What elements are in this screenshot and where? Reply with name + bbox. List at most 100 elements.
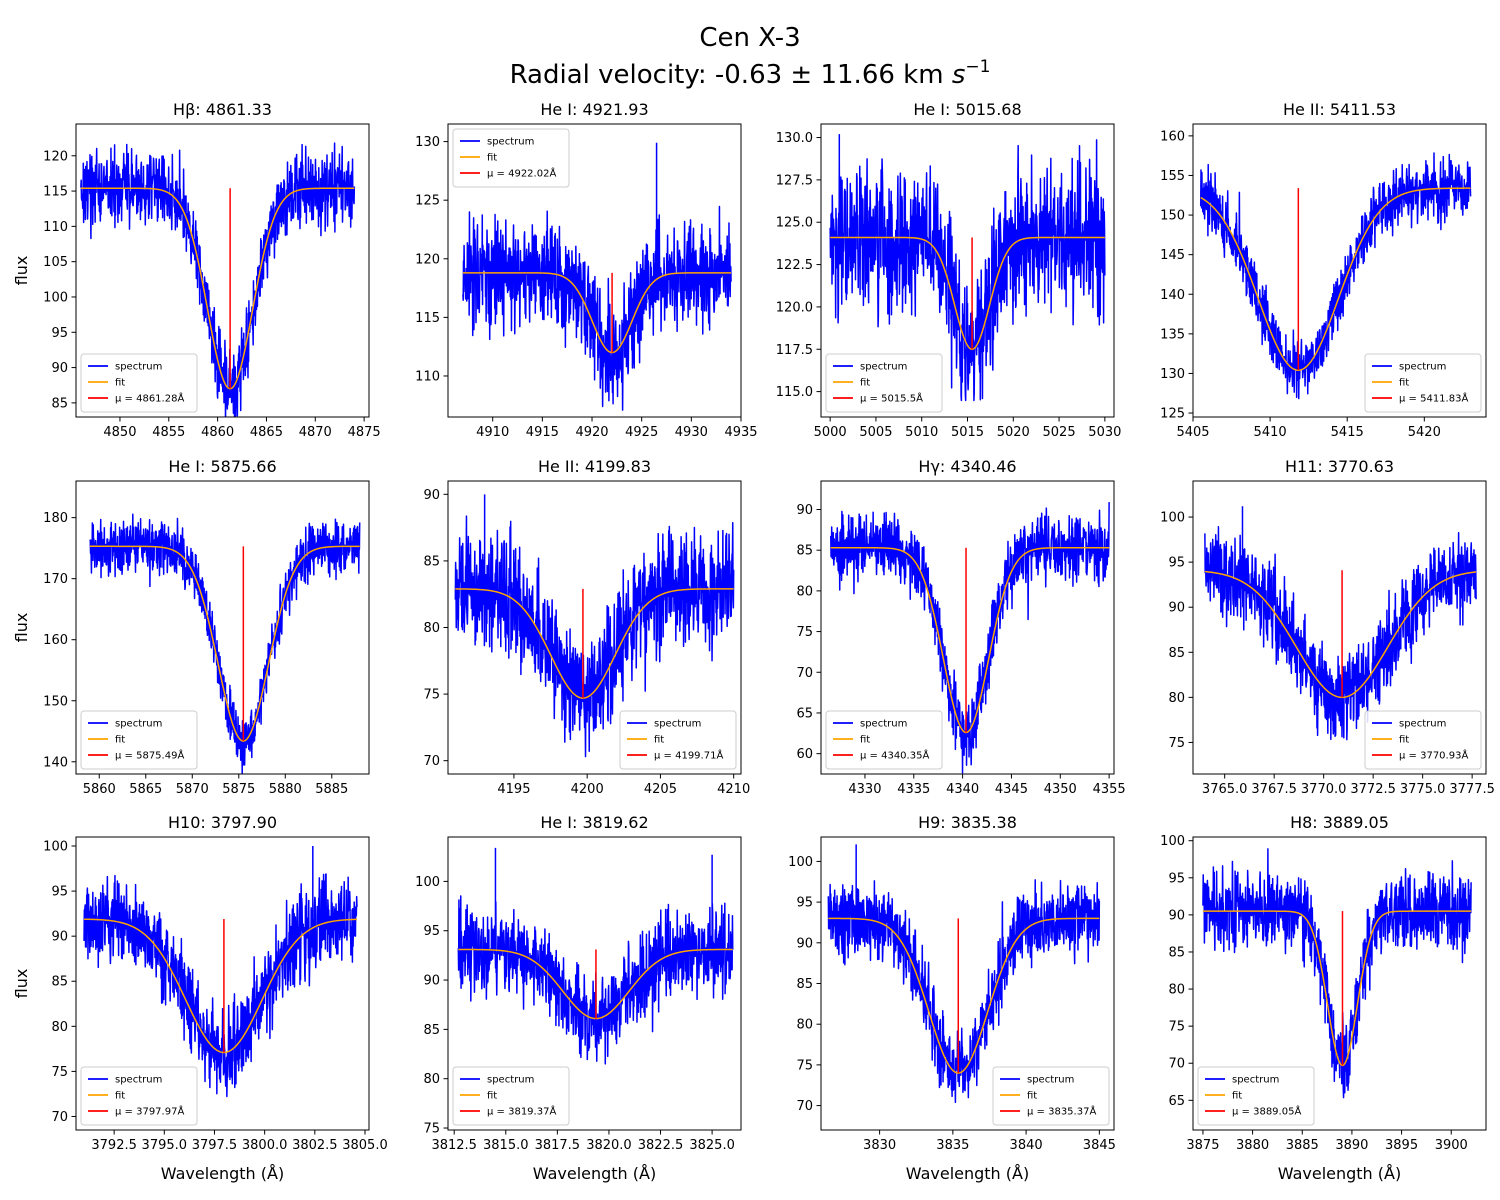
x-tick-label: 3800.0 xyxy=(242,1138,288,1153)
legend-box xyxy=(80,1066,198,1126)
y-tick-label: 100 xyxy=(415,875,440,890)
legend-item-spectrum: spectrum xyxy=(860,362,907,373)
subplot-title: H8: 3889.05 xyxy=(1290,813,1389,832)
axes-frame xyxy=(447,836,742,1131)
legend: spectrum fit μ = 4922.02Å xyxy=(452,128,570,188)
x-tick-label: 5415 xyxy=(1331,425,1364,440)
figure-title-line2: Radial velocity: -0.63 ± 11.66 km s−1 xyxy=(510,57,991,90)
legend: spectrum fit μ = 5411.83Å xyxy=(1364,353,1482,413)
y-axis: 115.0 117.5 120.0 122.5 125.0 127.5 130.0 xyxy=(776,131,821,400)
legend-item-mu: μ = 3797.97Å xyxy=(115,1105,184,1118)
legend-item-mu: μ = 5015.5Å xyxy=(860,392,923,405)
x-tick-label: 5015 xyxy=(951,425,984,440)
y-tick-label: 90 xyxy=(796,503,813,518)
subplot-12: H8: 3889.05 3875 3880 3885 3890 3895 3900 65 70 7… xyxy=(1160,813,1487,1183)
y-tick-label: 125.0 xyxy=(776,216,813,231)
y-axis: 60 65 70 75 80 85 90 xyxy=(796,503,821,762)
y-tick-label: 70 xyxy=(796,1099,813,1114)
y-tick-label: 65 xyxy=(796,706,813,721)
legend-item-spectrum: spectrum xyxy=(654,719,701,730)
subplot-title: H10: 3797.90 xyxy=(168,813,277,832)
legend-box xyxy=(825,353,943,413)
spectrum-line xyxy=(454,494,735,758)
legend-item-spectrum: spectrum xyxy=(1399,362,1446,373)
x-tick-label: 4850 xyxy=(103,425,136,440)
axes-frame xyxy=(75,123,370,418)
fit-line xyxy=(455,588,734,699)
plot-area xyxy=(1204,506,1477,741)
y-tick-label: 85 xyxy=(1168,646,1185,661)
y-tick-label: 85 xyxy=(1168,945,1185,960)
x-tick-label: 4935 xyxy=(724,425,757,440)
figure-title-line1: Cen X-3 xyxy=(699,23,800,53)
y-tick-label: 90 xyxy=(796,936,813,951)
x-tick-label: 4210 xyxy=(717,782,750,797)
x-tick-label: 5010 xyxy=(905,425,938,440)
spectrum-line xyxy=(829,134,1106,402)
y-tick-label: 115 xyxy=(43,185,68,200)
x-tick-label: 3840 xyxy=(1010,1138,1043,1153)
y-tick-label: 130.0 xyxy=(776,131,813,146)
y-tick-label: 70 xyxy=(423,754,440,769)
y-tick-label: 120.0 xyxy=(776,300,813,315)
y-tick-label: 100 xyxy=(1160,511,1185,526)
subplot-title: H9: 3835.38 xyxy=(918,813,1017,832)
y-tick-label: 95 xyxy=(1168,871,1185,886)
subplot-title: He II: 4199.83 xyxy=(538,457,651,476)
y-tick-label: 85 xyxy=(423,554,440,569)
legend-item-mu: μ = 3770.93Å xyxy=(1399,749,1468,762)
legend-item-fit: fit xyxy=(860,735,870,746)
x-tick-label: 4865 xyxy=(250,425,283,440)
legend-item-fit: fit xyxy=(860,378,870,389)
y-tick-label: 85 xyxy=(51,975,68,990)
x-tick-label: 5875 xyxy=(222,782,255,797)
y-axis-label: flux xyxy=(12,613,31,643)
plot-area xyxy=(462,142,732,411)
x-tick-label: 5405 xyxy=(1176,425,1209,440)
x-tick-label: 3845 xyxy=(1083,1138,1116,1153)
y-tick-label: 75 xyxy=(423,688,440,703)
legend-item-spectrum: spectrum xyxy=(115,719,162,730)
y-tick-label: 160 xyxy=(1160,129,1185,144)
y-tick-label: 85 xyxy=(51,396,68,411)
y-tick-label: 120 xyxy=(415,252,440,267)
y-tick-label: 85 xyxy=(796,977,813,992)
x-tick-label: 3890 xyxy=(1335,1138,1368,1153)
plot-area xyxy=(454,494,735,758)
x-tick-label: 5420 xyxy=(1408,425,1441,440)
y-tick-label: 75 xyxy=(423,1122,440,1137)
subplot-3: He I: 5015.68 5000 5005 5010 5015 5020 5025 503… xyxy=(776,100,1122,440)
legend-item-spectrum: spectrum xyxy=(487,1075,534,1086)
spectrum-line xyxy=(1199,152,1472,400)
x-tick-label: 3875 xyxy=(1186,1138,1219,1153)
x-axis: 5860 5865 5870 5875 5880 5885 xyxy=(83,774,348,797)
y-tick-label: 80 xyxy=(1168,983,1185,998)
legend-item-fit: fit xyxy=(115,378,125,389)
subplot-6: He II: 4199.83 4195 4200 4205 4210 70 75 80 85 90… xyxy=(423,457,750,797)
legend-item-mu: μ = 3819.37Å xyxy=(487,1105,556,1118)
y-tick-label: 155 xyxy=(1160,169,1185,184)
y-axis: 65 70 75 80 85 90 95 100 xyxy=(1160,834,1193,1109)
y-tick-label: 75 xyxy=(796,1058,813,1073)
fit-line xyxy=(89,545,360,742)
legend-box xyxy=(452,128,570,188)
legend-item-fit: fit xyxy=(654,735,664,746)
y-tick-label: 140 xyxy=(1160,288,1185,303)
plot-area xyxy=(829,134,1106,402)
y-tick-label: 100 xyxy=(43,840,68,855)
y-tick-label: 80 xyxy=(423,1072,440,1087)
legend: spectrum fit μ = 3889.05Å xyxy=(1197,1066,1315,1126)
legend: spectrum fit μ = 5875.49Å xyxy=(80,710,198,770)
legend-item-spectrum: spectrum xyxy=(1232,1075,1279,1086)
spectrum-line xyxy=(1202,848,1472,1099)
plot-area xyxy=(83,846,358,1098)
x-axis: 3792.5 3795.0 3797.5 3800.0 3802.5 3805.0 xyxy=(91,1130,388,1153)
y-axis: 70 75 80 85 90 95 100 xyxy=(43,840,76,1125)
x-tick-label: 4915 xyxy=(526,425,559,440)
legend: spectrum fit μ = 4861.28Å xyxy=(80,353,198,413)
x-tick-label: 3880 xyxy=(1236,1138,1269,1153)
plot-area xyxy=(1199,152,1472,400)
x-axis-label: Wavelength (Å) xyxy=(533,1164,656,1183)
x-tick-label: 3822.5 xyxy=(638,1138,684,1153)
